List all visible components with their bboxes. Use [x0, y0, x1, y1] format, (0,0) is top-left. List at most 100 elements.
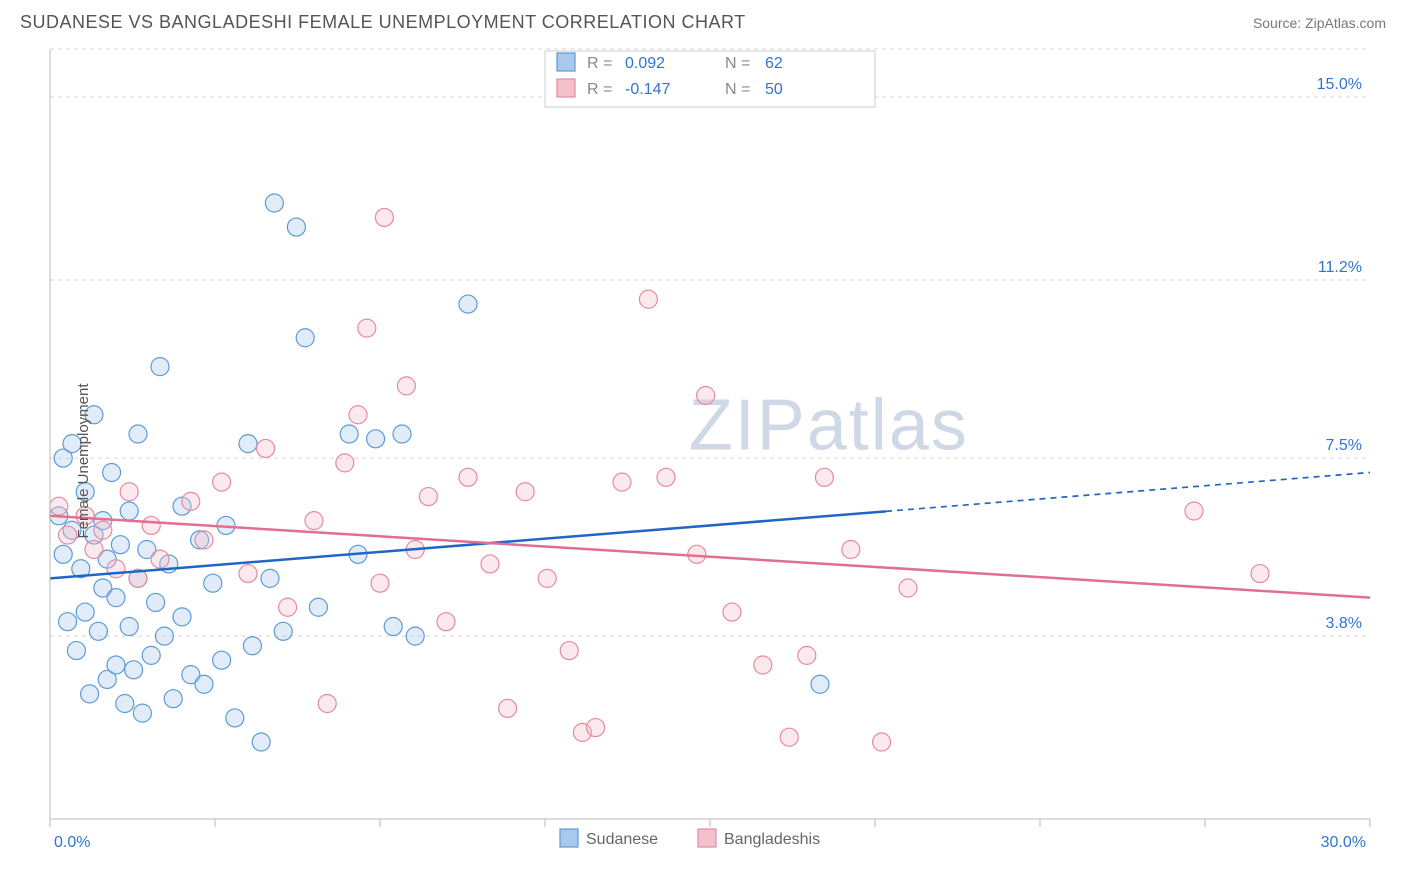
scatter-point	[397, 377, 415, 395]
scatter-point	[182, 492, 200, 510]
scatter-point	[155, 627, 173, 645]
scatter-point	[261, 569, 279, 587]
scatter-point	[89, 622, 107, 640]
scatter-point	[116, 695, 134, 713]
source-attribution: Source: ZipAtlas.com	[1253, 15, 1386, 31]
scatter-point	[309, 598, 327, 616]
scatter-point	[318, 695, 336, 713]
y-axis-label: Female Unemployment	[75, 383, 92, 538]
scatter-point	[120, 483, 138, 501]
scatter-point	[538, 569, 556, 587]
scatter-point	[50, 497, 68, 515]
scatter-point	[125, 661, 143, 679]
y-tick-label: 7.5%	[1326, 437, 1362, 454]
scatter-point	[406, 627, 424, 645]
scatter-point	[384, 618, 402, 636]
scatter-point	[111, 536, 129, 554]
scatter-point	[107, 560, 125, 578]
series-label: Bangladeshis	[724, 831, 820, 848]
scatter-point	[107, 589, 125, 607]
scatter-point	[296, 329, 314, 347]
x-min-label: 0.0%	[54, 834, 90, 851]
scatter-point	[151, 550, 169, 568]
legend-n-label: N =	[725, 55, 750, 72]
scatter-point	[459, 295, 477, 313]
scatter-point	[195, 531, 213, 549]
series-label: Sudanese	[586, 831, 658, 848]
scatter-point	[142, 646, 160, 664]
legend-r-value: 0.092	[625, 55, 665, 72]
scatter-point	[657, 468, 675, 486]
scatter-point	[239, 565, 257, 583]
legend-n-value: 62	[765, 55, 783, 72]
scatter-point	[560, 642, 578, 660]
scatter-point	[1185, 502, 1203, 520]
scatter-point	[94, 521, 112, 539]
scatter-point	[257, 439, 275, 457]
legend-n-label: N =	[725, 81, 750, 98]
scatter-point	[103, 464, 121, 482]
scatter-point	[67, 642, 85, 660]
scatter-point	[59, 613, 77, 631]
scatter-point	[85, 541, 103, 559]
legend-r-label: R =	[587, 81, 612, 98]
scatter-point	[697, 387, 715, 405]
scatter-point	[120, 618, 138, 636]
scatter-point	[226, 709, 244, 727]
scatter-point	[842, 541, 860, 559]
scatter-point	[54, 545, 72, 563]
scatter-point	[481, 555, 499, 573]
scatter-point	[336, 454, 354, 472]
scatter-point	[120, 502, 138, 520]
scatter-point	[639, 290, 657, 308]
legend-swatch	[557, 79, 575, 97]
scatter-point	[142, 516, 160, 534]
legend-r-value: -0.147	[625, 81, 670, 98]
correlation-scatter-chart: ZIPatlas3.8%7.5%11.2%15.0%0.0%30.0%R =0.…	[0, 41, 1406, 881]
scatter-point	[393, 425, 411, 443]
series-swatch	[698, 829, 716, 847]
scatter-point	[587, 719, 605, 737]
scatter-point	[305, 512, 323, 530]
scatter-point	[133, 704, 151, 722]
scatter-point	[798, 646, 816, 664]
scatter-point	[375, 208, 393, 226]
scatter-point	[151, 358, 169, 376]
scatter-point	[195, 675, 213, 693]
scatter-point	[164, 690, 182, 708]
scatter-point	[516, 483, 534, 501]
scatter-point	[107, 656, 125, 674]
scatter-point	[340, 425, 358, 443]
scatter-point	[459, 468, 477, 486]
chart-title: SUDANESE VS BANGLADESHI FEMALE UNEMPLOYM…	[20, 12, 746, 33]
scatter-point	[815, 468, 833, 486]
scatter-point	[213, 651, 231, 669]
scatter-point	[419, 488, 437, 506]
y-tick-label: 11.2%	[1318, 259, 1362, 276]
svg-text:ZIPatlas: ZIPatlas	[689, 385, 969, 465]
series-swatch	[560, 829, 578, 847]
scatter-point	[780, 728, 798, 746]
scatter-point	[367, 430, 385, 448]
scatter-point	[129, 425, 147, 443]
scatter-point	[873, 733, 891, 751]
scatter-point	[59, 526, 77, 544]
legend-n-value: 50	[765, 81, 783, 98]
scatter-point	[81, 685, 99, 703]
scatter-point	[287, 218, 305, 236]
scatter-point	[76, 603, 94, 621]
scatter-point	[279, 598, 297, 616]
scatter-point	[204, 574, 222, 592]
y-tick-label: 15.0%	[1317, 76, 1362, 93]
scatter-point	[252, 733, 270, 751]
scatter-point	[349, 406, 367, 424]
scatter-point	[723, 603, 741, 621]
scatter-point	[265, 194, 283, 212]
scatter-point	[213, 473, 231, 491]
y-tick-label: 3.8%	[1326, 615, 1362, 632]
scatter-point	[499, 699, 517, 717]
scatter-point	[1251, 565, 1269, 583]
scatter-point	[173, 608, 191, 626]
scatter-point	[147, 593, 165, 611]
scatter-point	[437, 613, 455, 631]
